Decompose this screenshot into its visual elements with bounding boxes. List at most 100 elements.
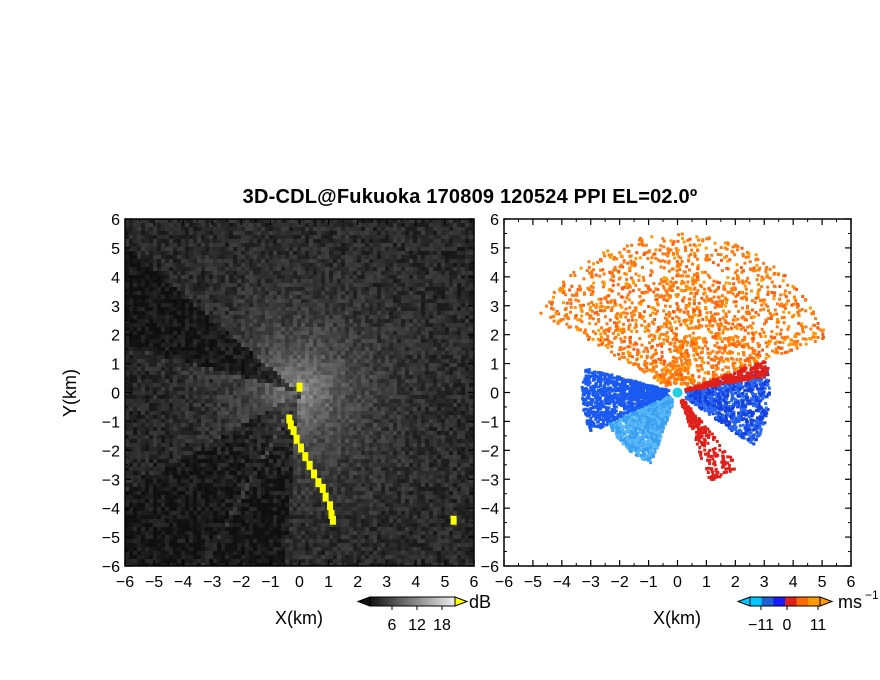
snr-cell [245,235,249,239]
snr-cell [441,331,445,335]
snr-cell [277,243,281,247]
snr-cell [233,363,237,367]
snr-cell [357,411,361,415]
snr-cell [301,407,305,411]
snr-cell [281,331,285,335]
snr-cell [269,399,273,403]
snr-cell [349,279,353,283]
snr-cell [193,311,197,315]
snr-cell [381,279,385,283]
snr-cell [357,275,361,279]
snr-cell [229,435,233,439]
snr-cell [161,443,165,447]
snr-cell [217,235,221,239]
snr-cell [193,247,197,251]
snr-cell [285,275,289,279]
snr-cell [237,223,241,227]
snr-cell [305,235,309,239]
snr-cell [289,351,293,355]
snr-cell [401,251,405,255]
snr-cell [289,327,293,331]
snr-cell [421,291,425,295]
snr-cell [449,415,453,419]
snr-cell [213,427,217,431]
snr-cell [393,427,397,431]
snr-cell [353,343,357,347]
snr-cell [137,411,141,415]
snr-cell [301,391,305,395]
snr-cell [233,423,237,427]
snr-cell [405,247,409,251]
snr-cell [313,287,317,291]
snr-cell [309,415,313,419]
snr-cell [277,291,281,295]
snr-cell [353,407,357,411]
snr-cell [361,427,365,431]
snr-cell [165,287,169,291]
snr-cell [417,395,421,399]
snr-cell [357,431,361,435]
snr-cell [233,235,237,239]
snr-cell [349,235,353,239]
snr-cell [165,247,169,251]
snr-cell [329,363,333,367]
snr-cell [285,423,289,427]
snr-cell [341,255,345,259]
snr-cell [289,259,293,263]
snr-cell [313,375,317,379]
snr-cell [225,339,229,343]
snr-cell [221,439,225,443]
snr-cell [417,439,421,443]
snr-cell [417,291,421,295]
snr-cell [333,235,337,239]
snr-cell [337,367,341,371]
snr-cell [293,419,297,423]
snr-cell [449,327,453,331]
snr-cell [385,391,389,395]
snr-cell [441,299,445,303]
snr-cell [377,295,381,299]
snr-cell [221,319,225,323]
snr-cell [449,347,453,351]
snr-cell [469,379,473,383]
snr-cell [301,287,305,291]
snr-cell [321,395,325,399]
snr-cell [173,327,177,331]
snr-cell [421,223,425,227]
snr-cell [289,379,293,383]
snr-cell [217,407,221,411]
snr-cell [153,443,157,447]
snr-cell [329,219,333,223]
snr-cell [425,319,429,323]
snr-cell [161,327,165,331]
snr-cell [341,331,345,335]
snr-cell [393,219,397,223]
snr-cell [309,263,313,267]
snr-cell [217,327,221,331]
snr-cell [205,367,209,371]
snr-cell [189,311,193,315]
snr-cell [161,355,165,359]
snr-cell [417,219,421,223]
snr-cell [149,355,153,359]
snr-cell [253,379,257,383]
snr-cell [433,291,437,295]
snr-cell [217,263,221,267]
snr-cell [453,411,457,415]
snr-cell [257,407,261,411]
snr-cell [153,323,157,327]
snr-cell [125,247,129,251]
snr-cell [349,307,353,311]
snr-cell [393,303,397,307]
snr-cell [205,303,209,307]
snr-cell [433,311,437,315]
snr-cell [293,339,297,343]
snr-cell [141,435,145,439]
snr-cell [401,435,405,439]
snr-cell [265,355,269,359]
snr-cell [145,419,149,423]
snr-cell [389,435,393,439]
snr-cell [309,255,313,259]
snr-cell [221,347,225,351]
snr-cell [317,343,321,347]
